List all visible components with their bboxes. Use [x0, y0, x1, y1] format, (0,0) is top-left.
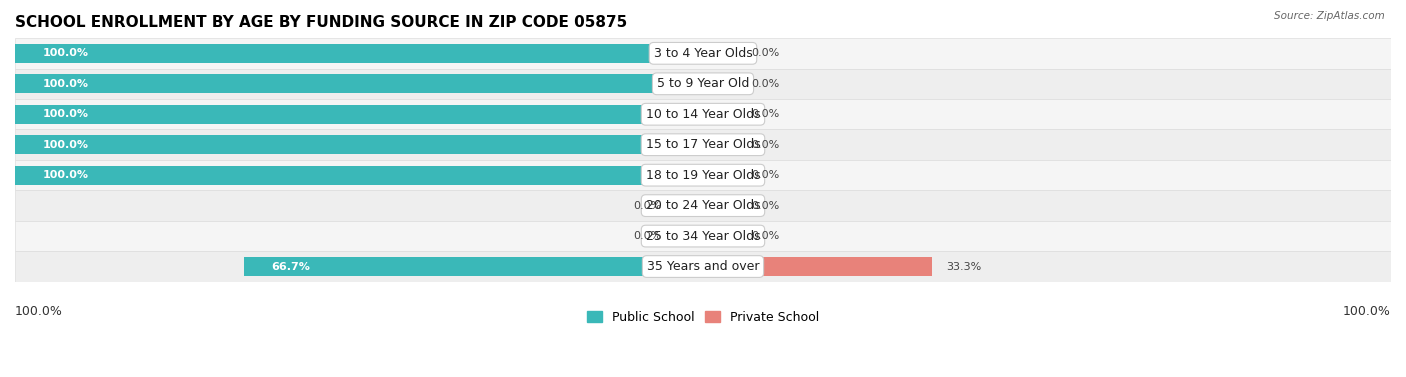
- Bar: [703, 166, 737, 185]
- Bar: [703, 135, 737, 154]
- Text: 33.3%: 33.3%: [946, 262, 981, 271]
- Bar: [703, 196, 737, 215]
- Bar: [15, 166, 703, 185]
- Text: 100.0%: 100.0%: [1343, 305, 1391, 317]
- Bar: [15, 135, 703, 154]
- Text: 35 Years and over: 35 Years and over: [647, 260, 759, 273]
- Text: 0.0%: 0.0%: [634, 231, 662, 241]
- Text: 100.0%: 100.0%: [42, 170, 89, 180]
- Text: 25 to 34 Year Olds: 25 to 34 Year Olds: [645, 230, 761, 242]
- Bar: [15, 129, 1391, 160]
- Legend: Public School, Private School: Public School, Private School: [582, 306, 824, 329]
- Text: 0.0%: 0.0%: [751, 140, 779, 150]
- Text: 18 to 19 Year Olds: 18 to 19 Year Olds: [645, 169, 761, 182]
- Bar: [15, 160, 1391, 190]
- Bar: [15, 69, 1391, 99]
- Text: 100.0%: 100.0%: [42, 79, 89, 89]
- Bar: [703, 44, 737, 63]
- Text: 5 to 9 Year Old: 5 to 9 Year Old: [657, 77, 749, 90]
- Text: 3 to 4 Year Olds: 3 to 4 Year Olds: [654, 47, 752, 60]
- Bar: [669, 227, 703, 245]
- Text: 0.0%: 0.0%: [634, 201, 662, 211]
- Text: 0.0%: 0.0%: [751, 231, 779, 241]
- Bar: [703, 227, 737, 245]
- Text: 15 to 17 Year Olds: 15 to 17 Year Olds: [645, 138, 761, 151]
- Text: SCHOOL ENROLLMENT BY AGE BY FUNDING SOURCE IN ZIP CODE 05875: SCHOOL ENROLLMENT BY AGE BY FUNDING SOUR…: [15, 15, 627, 30]
- Text: 0.0%: 0.0%: [751, 48, 779, 58]
- Text: 100.0%: 100.0%: [42, 140, 89, 150]
- Bar: [245, 257, 703, 276]
- Bar: [703, 74, 737, 93]
- Bar: [15, 99, 1391, 129]
- Bar: [15, 221, 1391, 251]
- Bar: [703, 105, 737, 124]
- Bar: [15, 190, 1391, 221]
- Text: 0.0%: 0.0%: [751, 201, 779, 211]
- Bar: [15, 38, 1391, 69]
- Text: 100.0%: 100.0%: [42, 48, 89, 58]
- Bar: [15, 105, 703, 124]
- Bar: [15, 74, 703, 93]
- Bar: [15, 44, 703, 63]
- Text: 0.0%: 0.0%: [751, 79, 779, 89]
- Text: Source: ZipAtlas.com: Source: ZipAtlas.com: [1274, 11, 1385, 21]
- Text: 0.0%: 0.0%: [751, 109, 779, 119]
- Text: 100.0%: 100.0%: [15, 305, 63, 317]
- Text: 10 to 14 Year Olds: 10 to 14 Year Olds: [645, 108, 761, 121]
- Text: 66.7%: 66.7%: [271, 262, 311, 271]
- Bar: [15, 251, 1391, 282]
- Text: 100.0%: 100.0%: [42, 109, 89, 119]
- Bar: [669, 196, 703, 215]
- Text: 20 to 24 Year Olds: 20 to 24 Year Olds: [645, 199, 761, 212]
- Bar: [703, 257, 932, 276]
- Text: 0.0%: 0.0%: [751, 170, 779, 180]
